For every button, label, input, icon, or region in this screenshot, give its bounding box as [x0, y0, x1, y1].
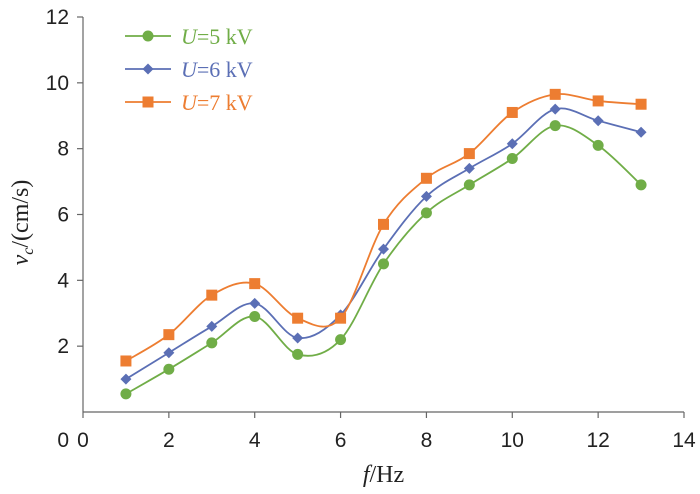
data-point-circle: [506, 153, 518, 165]
x-axis-unit: /Hz: [370, 462, 405, 488]
legend-value: =5 kV: [197, 24, 253, 49]
x-tick-label: 12: [586, 429, 609, 452]
data-point-diamond: [506, 138, 518, 150]
data-point-diamond: [249, 297, 261, 309]
data-point-circle: [249, 311, 261, 323]
legend-label: U=6 kV: [181, 57, 253, 82]
y-axis-subscript: c: [20, 248, 37, 255]
x-tick-label: 4: [249, 429, 261, 452]
data-point-diamond: [635, 126, 647, 138]
x-tick-label: 14: [672, 429, 696, 452]
legend-label: U=5 kV: [181, 24, 253, 49]
data-point-square: [378, 218, 389, 230]
tick-marks: [77, 16, 685, 418]
data-point-diamond: [163, 347, 175, 359]
x-axis-label: f/Hz: [363, 462, 404, 488]
data-point-circle: [549, 120, 561, 132]
x-tick-label: 0: [77, 429, 89, 452]
legend-item: U=5 kV: [125, 24, 253, 49]
data-point-square: [549, 88, 561, 100]
data-point-diamond: [592, 115, 604, 127]
data-point-square: [420, 172, 432, 184]
y-tick-label: 10: [46, 72, 69, 95]
legend-marker-square: [142, 96, 154, 108]
data-point-circle: [292, 348, 304, 360]
data-point-diamond: [292, 332, 304, 344]
data-point-diamond: [463, 162, 475, 174]
data-point-circle: [592, 139, 604, 151]
y-tick-label: 8: [57, 138, 69, 161]
legend-variable: U: [181, 24, 199, 49]
data-point-diamond: [206, 320, 218, 332]
legend-marker-circle: [142, 30, 154, 42]
series-1: [120, 120, 647, 400]
data-point-square: [335, 312, 347, 324]
data-point-circle: [206, 337, 218, 349]
y-axis-label: vc/(cm/s): [8, 180, 37, 266]
y-axis-unit: /(cm/s): [8, 180, 34, 248]
y-axis-variable: v: [8, 254, 34, 265]
legend-value: =7 kV: [197, 90, 253, 115]
legend-item: U=6 kV: [125, 57, 253, 82]
x-tick-label: 10: [501, 429, 524, 452]
y-tick-label: 2: [57, 335, 69, 358]
legend-label: U=7 kV: [181, 90, 253, 115]
data-point-diamond: [120, 373, 132, 385]
series-2: [120, 103, 647, 385]
y-tick-label: 4: [57, 269, 69, 292]
data-point-diamond: [420, 190, 432, 202]
x-tick-label: 2: [163, 429, 175, 452]
data-point-square: [635, 98, 647, 110]
y-tick-label: 6: [57, 204, 69, 227]
data-point-square: [249, 278, 261, 290]
legend: U=5 kVU=6 kVU=7 kV: [125, 24, 253, 115]
x-axis-variable: f: [363, 462, 373, 488]
legend-variable: U: [181, 57, 199, 82]
data-point-circle: [163, 363, 175, 375]
y-origin-label: 0: [57, 429, 69, 452]
series-3: [120, 88, 647, 367]
data-point-square: [120, 355, 132, 367]
data-point-square: [463, 148, 475, 160]
x-tick-label: 6: [335, 429, 347, 452]
data-point-square: [506, 106, 518, 118]
x-tick-label: 8: [421, 429, 433, 452]
legend-item: U=7 kV: [125, 90, 253, 115]
data-point-square: [163, 329, 175, 341]
data-point-square: [206, 289, 218, 301]
series-layer: [120, 88, 647, 400]
data-point-circle: [463, 179, 475, 191]
data-point-diamond: [378, 243, 389, 255]
data-point-circle: [335, 334, 347, 346]
data-point-circle: [120, 388, 132, 400]
legend-variable: U: [181, 90, 199, 115]
data-point-diamond: [549, 103, 561, 115]
data-point-circle: [420, 207, 432, 219]
data-point-square: [292, 312, 304, 324]
data-point-circle: [635, 179, 647, 191]
tick-labels: 0 2 4 6 8 10 12 14 2 4 6 8 10 12 0: [46, 6, 696, 452]
data-point-square: [592, 95, 604, 107]
y-tick-label: 12: [46, 6, 69, 29]
legend-value: =6 kV: [197, 57, 253, 82]
data-point-circle: [378, 258, 389, 270]
legend-marker-diamond: [142, 63, 154, 75]
